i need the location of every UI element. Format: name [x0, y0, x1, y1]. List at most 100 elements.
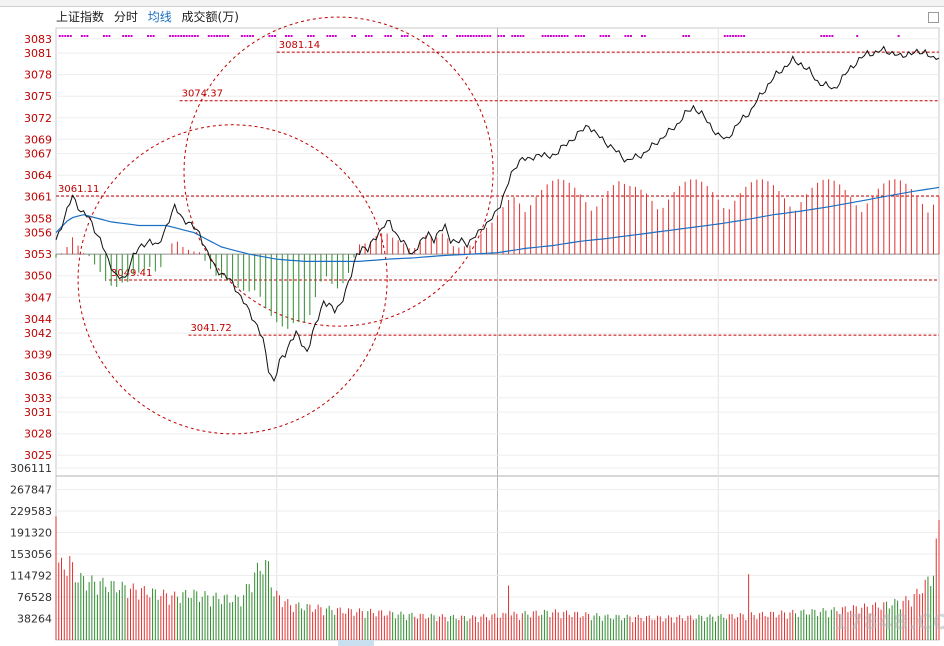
- signal-dot-40: [249, 35, 252, 37]
- price-tick-3033: 3033: [24, 392, 52, 405]
- volume-tick-229583: 229583: [10, 505, 52, 518]
- signal-dot-73: [458, 35, 461, 37]
- average-price-line: [55, 186, 940, 262]
- signal-dot-80: [478, 35, 481, 37]
- signal-dot-47: [290, 35, 293, 37]
- signal-dot-106: [583, 35, 586, 37]
- signal-dot-10: [108, 35, 111, 37]
- ref-label-3041.72: 3041.72: [190, 323, 231, 334]
- signal-dot-59: [370, 35, 373, 37]
- signal-dot-14: [130, 35, 133, 37]
- volume-tick-114792: 114792: [10, 569, 52, 582]
- tab-turnover[interactable]: 成交额(万): [181, 10, 239, 24]
- signal-dot-9: [105, 35, 108, 37]
- price-tick-3047: 3047: [24, 291, 52, 304]
- price-tick-3064: 3064: [24, 169, 52, 182]
- signal-dot-16: [149, 35, 152, 37]
- signal-dot-66: [422, 35, 425, 37]
- annotation-circle-1: [77, 124, 388, 435]
- chart-header: 上证指数 分时 均线 成交额(万): [56, 8, 245, 26]
- signal-dot-11: [122, 35, 125, 37]
- price-tick-3053: 3053: [24, 248, 52, 261]
- signal-dot-1: [61, 35, 64, 37]
- signal-dot-105: [580, 35, 583, 37]
- signal-dot-50: [312, 35, 315, 37]
- price-tick-3058: 3058: [24, 212, 52, 225]
- signal-dot-42: [268, 35, 271, 37]
- signal-dot-45: [285, 35, 288, 37]
- signal-dot-77: [469, 35, 472, 37]
- top-toolbar-strip: [0, 0, 944, 7]
- bottom-tab[interactable]: [338, 640, 374, 646]
- signal-dot-36: [227, 35, 230, 37]
- signal-dot-54: [334, 35, 337, 37]
- price-tick-3044: 3044: [24, 313, 52, 326]
- signal-dot-49: [309, 35, 312, 37]
- signal-dot-79: [475, 35, 478, 37]
- annotation-circles: [77, 16, 494, 435]
- signal-dot-113: [629, 35, 632, 37]
- signal-dot-129: [825, 35, 828, 37]
- signal-dot-120: [726, 35, 729, 37]
- signal-dot-97: [552, 35, 555, 37]
- signal-dot-122: [732, 35, 735, 37]
- price-tick-3072: 3072: [24, 112, 52, 125]
- volume-tick-153056: 153056: [10, 548, 52, 561]
- signal-dot-8: [102, 35, 105, 37]
- signal-dot-4: [69, 35, 72, 37]
- signal-dot-94: [544, 35, 547, 37]
- signal-dot-70: [442, 35, 445, 37]
- signal-dot-85: [497, 35, 500, 37]
- signal-dot-128: [823, 35, 826, 37]
- signal-dot-83: [486, 35, 489, 37]
- reference-lines: 3081.14 3074.37 3061.11 3049.41 3041.72: [56, 40, 939, 336]
- signal-dot-57: [365, 35, 368, 37]
- watermark: 17848.COM: [834, 610, 944, 634]
- price-tick-3069: 3069: [24, 133, 52, 146]
- tab-time-sharing[interactable]: 分时: [113, 10, 138, 24]
- price-tick-3042: 3042: [24, 327, 52, 340]
- signal-dot-25: [188, 35, 191, 37]
- signal-dot-104: [577, 35, 580, 37]
- signal-dot-109: [605, 35, 608, 37]
- signal-dot-99: [558, 35, 561, 37]
- signal-dot-78: [472, 35, 475, 37]
- signal-dots: [58, 35, 900, 37]
- signal-dot-107: [599, 35, 602, 37]
- tab-average-line[interactable]: 均线: [147, 10, 172, 24]
- volume-tick-38264: 38264: [17, 612, 52, 625]
- signal-dot-131: [831, 35, 834, 37]
- signal-dot-84: [489, 35, 492, 37]
- signal-dot-56: [354, 35, 357, 37]
- signal-dot-20: [174, 35, 177, 37]
- signal-dot-74: [461, 35, 464, 37]
- signal-dot-68: [428, 35, 431, 37]
- signal-dot-132: [856, 35, 859, 37]
- signal-dot-51: [326, 35, 329, 37]
- ref-label-3049.41: 3049.41: [111, 268, 152, 279]
- signal-dot-124: [737, 35, 740, 37]
- signal-dot-2: [64, 35, 67, 37]
- signal-dot-100: [560, 35, 563, 37]
- signal-dot-39: [246, 35, 249, 37]
- signal-dot-133: [897, 35, 900, 37]
- signal-dot-76: [467, 35, 470, 37]
- signal-dot-116: [682, 35, 685, 37]
- signal-dot-112: [627, 35, 630, 37]
- signal-dot-23: [182, 35, 185, 37]
- signal-dot-21: [177, 35, 180, 37]
- signal-dot-38: [243, 35, 246, 37]
- signal-dot-88: [511, 35, 514, 37]
- signal-dot-130: [828, 35, 831, 37]
- volume-axis: 306111 267847 229583 191320 153056 114792 7652…: [10, 462, 52, 625]
- signal-dot-102: [566, 35, 569, 37]
- signal-dot-19: [171, 35, 174, 37]
- price-tick-3081: 3081: [24, 47, 52, 60]
- signal-dot-29: [207, 35, 210, 37]
- signal-dot-126: [743, 35, 746, 37]
- signal-dot-26: [191, 35, 194, 37]
- price-tick-3083: 3083: [24, 33, 52, 46]
- price-tick-3078: 3078: [24, 69, 52, 82]
- maximize-icon[interactable]: [928, 12, 939, 23]
